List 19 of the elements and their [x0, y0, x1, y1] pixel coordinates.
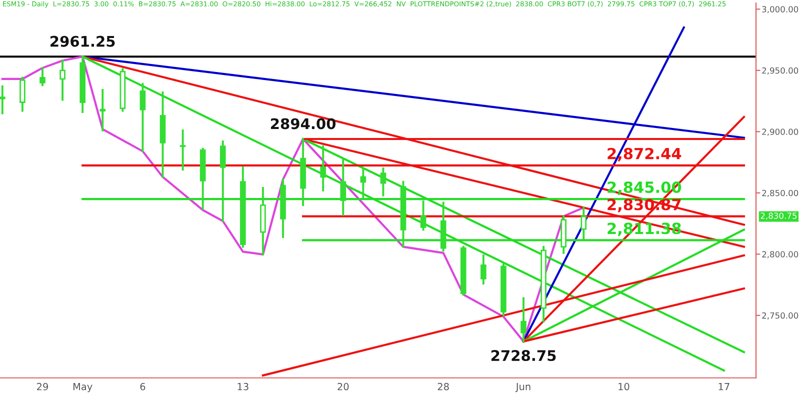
- annotation: 2961.25: [50, 36, 115, 47]
- x-tick-label: 13: [238, 382, 248, 390]
- y-tick-label: 2,750.00: [762, 312, 798, 320]
- x-tick-label: 6: [140, 382, 146, 390]
- x-tick-label: 17: [718, 383, 730, 390]
- y-tick-label: 2,950.00: [762, 67, 798, 75]
- y-tick-label: 2,800.00: [762, 251, 798, 258]
- x-tick-label: Jun: [515, 383, 530, 392]
- y-tick-label: 3,000.00: [762, 6, 798, 14]
- annotation: 2728.75: [491, 350, 556, 362]
- x-tick-label: 20: [338, 382, 349, 390]
- y-tick-label: 2,900.00: [762, 128, 798, 136]
- x-tick-label: 29: [37, 382, 48, 390]
- x-tick-label: May: [73, 383, 92, 392]
- y-tick-label: 2,850.00: [762, 190, 798, 198]
- text: 2,830.75: [760, 212, 797, 220]
- x-tick-label: 10: [618, 382, 630, 390]
- annotation: 2894.00: [270, 118, 336, 130]
- x-tick-label: 28: [438, 382, 449, 390]
